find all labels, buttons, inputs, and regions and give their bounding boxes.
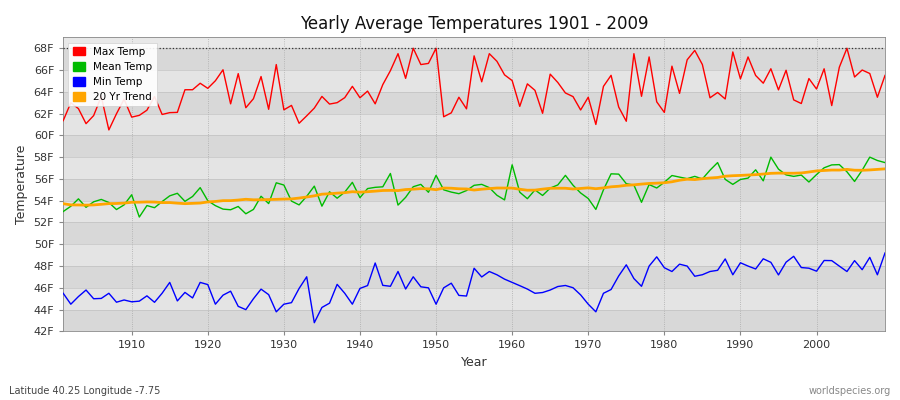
Bar [63, 70, 885, 92]
Bar [63, 222, 885, 244]
Text: Latitude 40.25 Longitude -7.75: Latitude 40.25 Longitude -7.75 [9, 386, 160, 396]
X-axis label: Year: Year [461, 356, 488, 369]
Bar [63, 114, 885, 135]
Y-axis label: Temperature: Temperature [15, 145, 28, 224]
Bar [63, 244, 885, 266]
Bar [63, 310, 885, 332]
Bar [63, 266, 885, 288]
Bar [63, 201, 885, 222]
Title: Yearly Average Temperatures 1901 - 2009: Yearly Average Temperatures 1901 - 2009 [300, 15, 648, 33]
Bar [63, 92, 885, 114]
Bar [63, 179, 885, 201]
Bar [63, 157, 885, 179]
Bar [63, 48, 885, 70]
Bar [63, 135, 885, 157]
Text: worldspecies.org: worldspecies.org [809, 386, 891, 396]
Bar [63, 288, 885, 310]
Legend: Max Temp, Mean Temp, Min Temp, 20 Yr Trend: Max Temp, Mean Temp, Min Temp, 20 Yr Tre… [68, 42, 157, 106]
